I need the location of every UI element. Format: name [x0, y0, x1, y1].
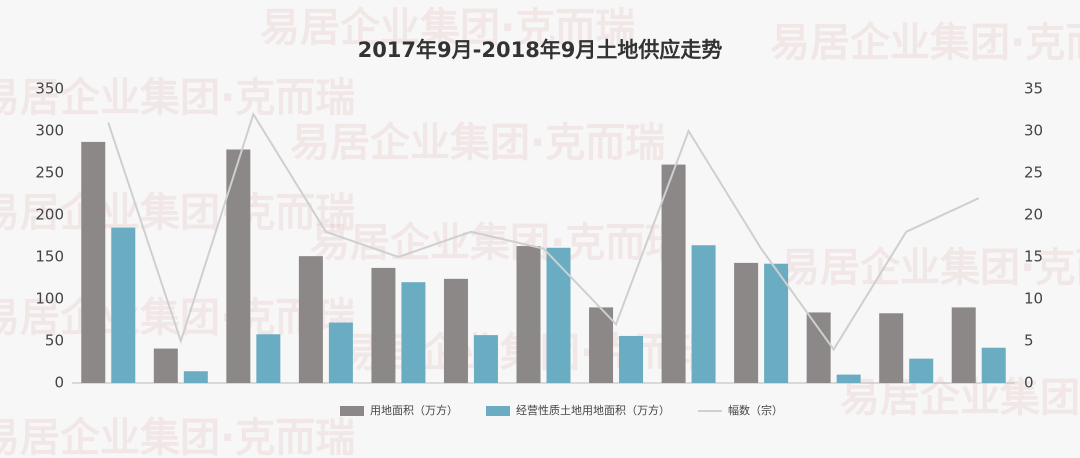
watermark: 易居企业集团·克而瑞 — [770, 20, 1080, 66]
bar — [619, 335, 644, 383]
watermark: 易居企业集团·克而瑞 — [0, 415, 355, 458]
bar — [589, 307, 614, 383]
y-tick-label: 0 — [54, 374, 64, 392]
bar — [183, 371, 208, 383]
bar — [879, 313, 904, 383]
bar — [256, 334, 281, 383]
legend-label: 幅数（宗） — [728, 403, 783, 417]
y-tick-label: 350 — [35, 80, 64, 98]
y-tick-label: 50 — [45, 332, 64, 350]
bar — [546, 247, 571, 383]
bar — [951, 307, 976, 383]
watermark: 易居企业集团·克而瑞 — [310, 220, 685, 266]
legend-label: 用地面积（万方） — [370, 403, 458, 417]
bar — [836, 374, 861, 383]
watermark: 易居企业集团·克而瑞 — [780, 245, 1080, 291]
y2-tick-label: 20 — [1024, 206, 1043, 224]
bar — [981, 347, 1006, 383]
legend-label: 经营性质土地用地面积（万方） — [516, 403, 670, 417]
bar — [298, 256, 323, 383]
watermark: 易居企业集团·克而瑞 — [290, 120, 665, 166]
bar — [661, 164, 686, 383]
bar — [691, 245, 716, 383]
bar — [909, 358, 934, 383]
y-tick-label: 100 — [35, 290, 64, 308]
y2-tick-label: 30 — [1024, 122, 1043, 140]
y-tick-label: 300 — [35, 122, 64, 140]
y-tick-label: 150 — [35, 248, 64, 266]
bar — [371, 267, 396, 383]
legend-swatch — [340, 406, 364, 416]
legend-swatch — [486, 406, 510, 416]
y2-tick-label: 0 — [1024, 374, 1034, 392]
y2-tick-label: 25 — [1024, 164, 1043, 182]
bar — [734, 262, 759, 383]
y-tick-label: 250 — [35, 164, 64, 182]
bar — [806, 312, 831, 383]
y-tick-label: 200 — [35, 206, 64, 224]
y2-tick-label: 15 — [1024, 248, 1043, 266]
bar — [516, 246, 541, 383]
bar — [111, 227, 136, 383]
y2-tick-label: 10 — [1024, 290, 1043, 308]
bar — [401, 282, 426, 383]
bar — [153, 348, 178, 383]
y2-tick-label: 5 — [1024, 332, 1034, 350]
watermark: 易居企业集团·克而瑞 — [0, 75, 355, 121]
bar — [443, 278, 468, 383]
line — [107, 111, 980, 352]
chart-title: 2017年9月-2018年9月土地供应走势 — [358, 38, 723, 62]
bar — [764, 263, 789, 383]
bar — [328, 322, 353, 383]
watermark: 易居企业集团·克而瑞 — [260, 5, 635, 51]
bar — [473, 335, 498, 383]
watermark: 易居企业集团·克而瑞 — [0, 190, 355, 236]
y2-tick-label: 35 — [1024, 80, 1043, 98]
bar — [81, 141, 106, 383]
